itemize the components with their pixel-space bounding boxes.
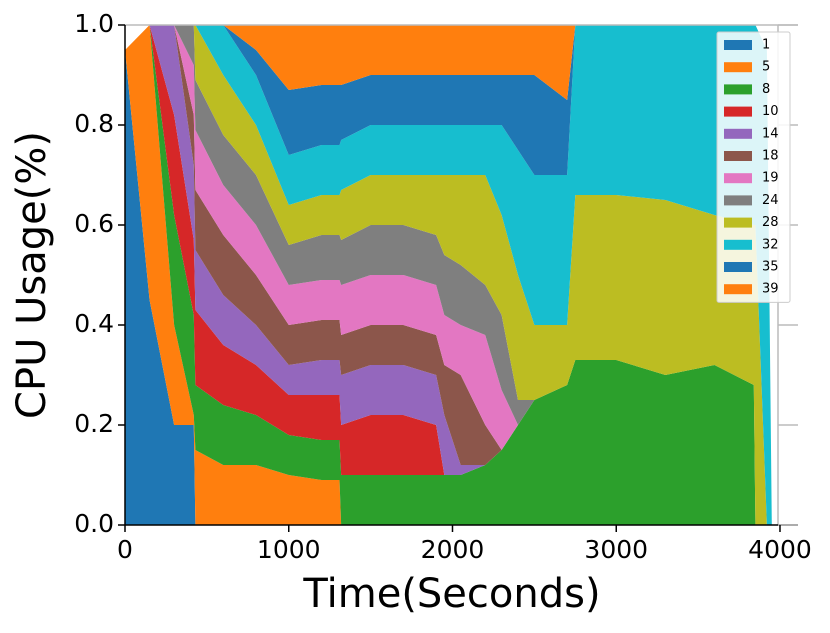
legend-swatch — [724, 106, 752, 117]
legend-swatch — [724, 239, 752, 250]
y-tick-label: 0.6 — [74, 209, 114, 238]
legend-swatch — [724, 262, 752, 272]
legend-label: 39 — [762, 282, 779, 297]
area — [125, 25, 772, 525]
legend-label: 28 — [762, 215, 779, 230]
area — [125, 25, 772, 525]
legend-swatch — [724, 284, 752, 295]
legend-label: 24 — [762, 193, 779, 208]
legend-swatch — [724, 195, 752, 206]
y-tick-label: 0.0 — [74, 509, 114, 538]
area — [125, 25, 772, 525]
area — [125, 25, 772, 525]
legend-swatch — [724, 151, 752, 161]
area — [125, 25, 772, 525]
legend-label: 18 — [762, 149, 779, 164]
legend-label: 5 — [762, 60, 770, 75]
y-tick-label: 0.4 — [74, 309, 114, 338]
legend-swatch — [724, 40, 752, 50]
legend-label: 19 — [762, 171, 779, 186]
y-tick-label: 0.2 — [74, 409, 114, 438]
legend-swatch — [724, 128, 752, 139]
legend-label: 32 — [762, 237, 779, 252]
legend-label: 10 — [762, 104, 779, 119]
y-tick-label: 1.0 — [74, 9, 114, 38]
legend-swatch — [724, 84, 752, 95]
y-tick-label: 0.8 — [74, 109, 114, 138]
legend-box — [716, 31, 791, 303]
legend-swatch — [724, 217, 752, 228]
x-tick-label: 4000 — [748, 535, 812, 564]
x-tick-label: 1000 — [257, 535, 321, 564]
y-axis-label: CPU Usage(%) — [9, 131, 55, 419]
legend-label: 1 — [762, 38, 770, 53]
legend-label: 8 — [762, 82, 770, 97]
legend-swatch — [724, 62, 752, 73]
x-tick-label: 2000 — [421, 535, 485, 564]
legend-swatch — [724, 173, 752, 184]
x-tick-label: 0 — [117, 535, 133, 564]
legend-label: 14 — [762, 126, 779, 141]
legend-label: 35 — [762, 260, 779, 275]
x-tick-label: 3000 — [584, 535, 648, 564]
area — [125, 25, 772, 525]
x-axis-label: Time(Seconds) — [302, 571, 600, 617]
area — [125, 50, 772, 525]
area — [125, 25, 772, 525]
area — [125, 25, 772, 525]
